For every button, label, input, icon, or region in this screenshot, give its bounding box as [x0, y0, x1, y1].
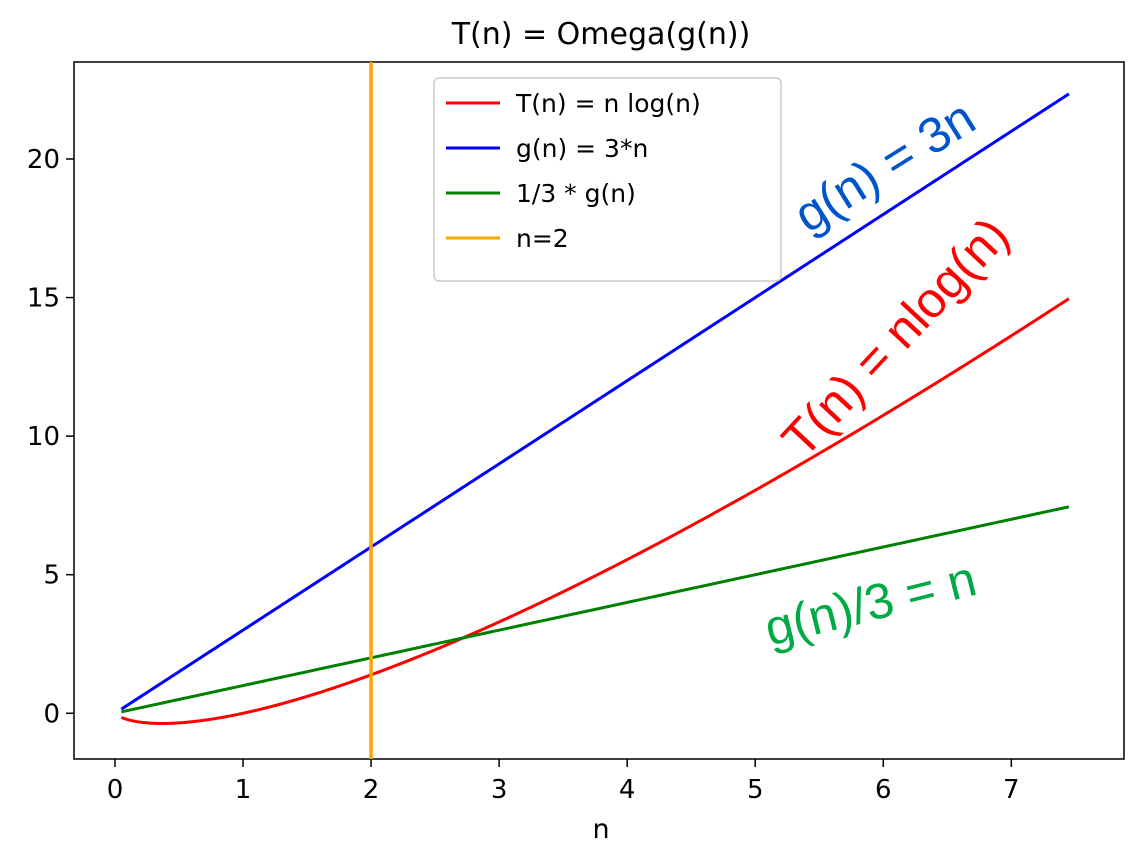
- legend-label-0: T(n) = n log(n): [515, 89, 701, 118]
- series-line-1: [120, 92, 1070, 711]
- legend: T(n) = n log(n) g(n) = 3*n 1/3 * g(n) n=2: [433, 77, 782, 282]
- x-tick-label: 7: [1003, 775, 1020, 805]
- y-axis-ticks: 0 5 10 15 20: [27, 145, 74, 729]
- series-line-2: [121, 505, 1070, 714]
- x-tick-label: 4: [619, 775, 636, 805]
- legend-items: T(n) = n log(n) g(n) = 3*n 1/3 * g(n) n=2: [446, 89, 701, 253]
- y-tick-label: 10: [27, 422, 60, 452]
- legend-label-2: 1/3 * g(n): [516, 179, 636, 208]
- y-tick-label: 5: [43, 561, 60, 591]
- series-line-0: [120, 297, 1070, 725]
- legend-label-1: g(n) = 3*n: [516, 134, 648, 163]
- x-tick-label: 3: [491, 775, 508, 805]
- x-axis-label: n: [592, 814, 609, 845]
- x-tick-label: 2: [363, 775, 380, 805]
- x-tick-label: 1: [235, 775, 252, 805]
- legend-label-3: n=2: [516, 224, 569, 253]
- x-tick-label: 6: [875, 775, 892, 805]
- series-layer: [120, 92, 1070, 725]
- x-tick-label: 5: [747, 775, 764, 805]
- chart-title: T(n) = Omega(g(n)): [451, 17, 751, 52]
- x-axis-ticks: 0 1 2 3 4 5 6 7: [107, 759, 1020, 805]
- x-tick-label: 0: [107, 775, 124, 805]
- legend-box: [433, 77, 782, 282]
- y-tick-label: 0: [43, 699, 60, 729]
- y-tick-label: 20: [27, 145, 60, 175]
- y-tick-label: 15: [27, 284, 60, 314]
